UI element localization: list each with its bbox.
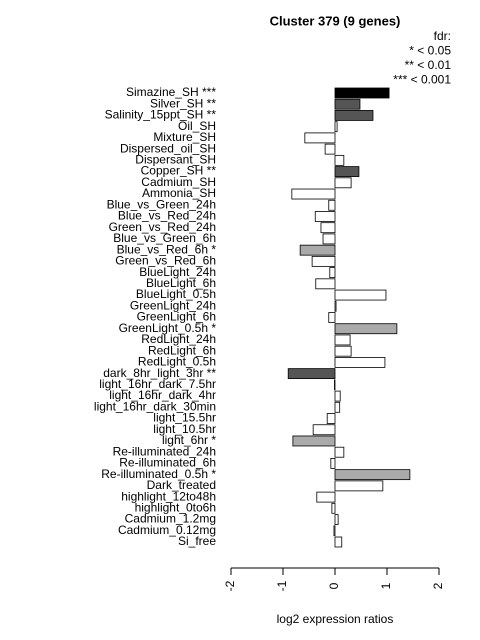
bar (334, 536, 343, 548)
x-tick-label: 1 (379, 582, 393, 589)
y-tick-label: highlight_0to6h (135, 500, 216, 514)
bar (334, 390, 341, 402)
y-tick-label: Dark_treated (147, 478, 216, 492)
y-tick-label: Silver_SH ** (150, 96, 216, 110)
y-tick-label: Green_vs_Red_24h (109, 220, 216, 234)
legend-entry: ** < 0.01 (405, 58, 452, 72)
bar (328, 199, 336, 211)
y-tick-label: Si_free (178, 534, 216, 548)
bar (299, 244, 336, 256)
y-tick-label: Dispersed_oil_SH (120, 141, 216, 155)
y-tick-label: Blue_vs_Red_24h (118, 209, 216, 223)
y-tick-label: dark_8hr_light_3hr ** (103, 366, 216, 380)
x-tick-label: -2 (223, 580, 237, 591)
y-tick-label: light_15.5hr (153, 411, 216, 425)
y-tick-label: Re-illuminated_0.5h * (101, 467, 216, 481)
bar (334, 98, 361, 110)
y-tick-label: light_16hr_dark_4hr (109, 388, 216, 402)
x-tick-label: 0 (327, 582, 341, 589)
bar (334, 177, 352, 189)
x-tick-label: -1 (275, 580, 289, 591)
bar (311, 255, 336, 267)
y-tick-label: Oil_SH (178, 119, 216, 133)
bar (334, 166, 360, 177)
bar (334, 110, 374, 121)
bar (334, 514, 339, 525)
y-tick-label: light_16hr_dark_7.5hr (99, 377, 216, 391)
bar (334, 289, 387, 301)
x-axis-label: log2 expression ratios (277, 612, 394, 626)
bar (326, 413, 336, 424)
y-tick-label: RedLight_6h (148, 343, 216, 357)
x-tick-label: 2 (431, 582, 445, 589)
y-tick-label: RedLight_0.5h (138, 355, 216, 369)
y-tick-label: Blue_vs_Red_6h * (117, 242, 217, 256)
bar (334, 121, 338, 133)
y-tick-label: Simazine_SH *** (126, 85, 216, 99)
legend-entry: fdr: (434, 29, 451, 43)
legend-entry: * < 0.05 (409, 44, 451, 58)
y-tick-label: BlueLight_6h (146, 276, 216, 290)
bar (328, 312, 336, 323)
bar (334, 345, 352, 357)
bar (334, 323, 398, 335)
y-tick-label: GreenLight_24h (130, 298, 216, 312)
bar (334, 379, 336, 391)
y-tick-label: light_10.5hr (153, 422, 216, 436)
y-tick-label: Salinity_15ppt_SH ** (105, 108, 217, 122)
bar (292, 435, 336, 447)
y-tick-label: GreenLight_0.5h * (119, 321, 217, 335)
y-tick-label: Blue_vs_Green_24h (107, 197, 216, 211)
y-tick-label: Blue_vs_Green_6h (113, 231, 216, 245)
chart-title: Cluster 379 (9 genes) (270, 13, 401, 28)
bar (334, 401, 341, 413)
bar (333, 525, 336, 537)
bar (287, 368, 336, 380)
bar (334, 469, 411, 481)
y-tick-label: Cadmium_1.2mg (125, 512, 216, 526)
y-tick-label: Copper_SH ** (141, 164, 217, 178)
y-tick-label: Re-illuminated_6h (119, 456, 216, 470)
bar (331, 502, 336, 514)
bar (324, 143, 336, 155)
bar (304, 132, 336, 144)
bar (334, 480, 384, 492)
bar (334, 356, 386, 368)
legend-entry: *** < 0.001 (393, 73, 451, 87)
bar (330, 458, 336, 469)
bar (316, 491, 336, 503)
y-tick-label: Green_vs_Red_6h (115, 254, 216, 268)
bar (334, 154, 345, 166)
y-tick-label: Re-illuminated_24h (113, 444, 216, 458)
y-tick-label: Cadmium_SH (141, 175, 216, 189)
y-tick-label: Dispersant_SH (135, 153, 216, 167)
bar (322, 233, 336, 245)
y-tick-label: GreenLight_6h (137, 310, 216, 324)
bar (334, 334, 351, 346)
y-tick-label: BlueLight_0.5h (136, 287, 216, 301)
y-tick-label: BlueLight_24h (139, 265, 216, 279)
bar (320, 222, 336, 234)
bar (291, 188, 336, 200)
bar (315, 278, 336, 290)
y-tick-label: RedLight_24h (141, 332, 216, 346)
bar (329, 267, 336, 279)
bar (314, 211, 336, 222)
y-tick-label: Ammonia_SH (142, 186, 216, 200)
y-tick-label: Mixture_SH (153, 130, 216, 144)
y-tick-label: Cadmium_0.12mg (118, 523, 216, 537)
bar (312, 424, 336, 436)
y-tick-label: light_16hr_dark_30min (94, 399, 216, 413)
bar (334, 446, 345, 458)
bar (334, 300, 337, 312)
y-tick-label: light_6hr * (162, 433, 216, 447)
bar (334, 87, 390, 99)
y-tick-label: highlight_12to48h (121, 489, 216, 503)
